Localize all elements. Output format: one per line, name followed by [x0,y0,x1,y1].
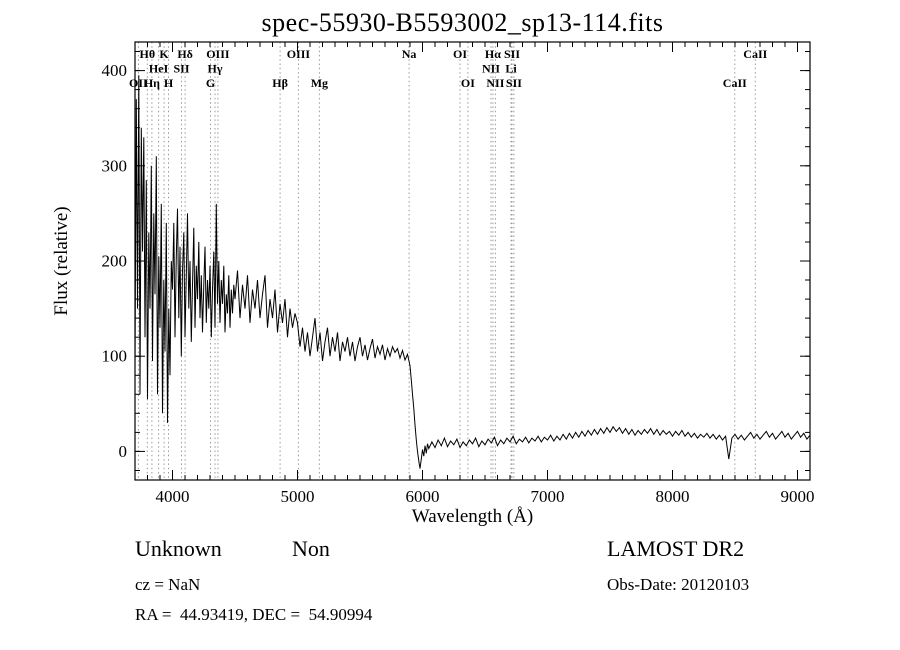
svg-text:Hβ: Hβ [272,76,288,90]
svg-text:9000: 9000 [781,487,815,506]
svg-text:4000: 4000 [156,487,190,506]
flux-curve [134,75,811,469]
classification-label: Unknown [135,536,222,561]
svg-text:6000: 6000 [406,487,440,506]
svg-text:G: G [206,76,215,90]
svg-text:SII: SII [506,76,522,90]
svg-text:CaII: CaII [743,47,767,61]
subclass-label: Non [292,536,330,561]
svg-text:5000: 5000 [281,487,315,506]
obs-date-label: Obs-Date: 20120103 [607,575,750,594]
svg-text:K: K [159,47,169,61]
svg-text:300: 300 [102,156,128,175]
svg-text:SII: SII [173,62,189,76]
svg-text:8000: 8000 [656,487,690,506]
svg-text:100: 100 [102,347,128,366]
svg-text:Na: Na [402,47,417,61]
cz-label: cz = NaN [135,575,201,594]
svg-text:200: 200 [102,252,128,271]
plot-frame [134,41,811,481]
svg-text:400: 400 [102,61,128,80]
svg-text:NII: NII [482,62,500,76]
svg-text:SII: SII [504,47,520,61]
svg-text:HeI: HeI [149,62,169,76]
svg-text:OIII: OIII [206,47,230,61]
tick-labels: 4000 5000 6000 7000 8000 9000 0 100 200 300 400 [102,61,815,506]
svg-text:Hα: Hα [485,47,501,61]
axis-ticks [134,42,811,480]
x-axis-label: Wavelength (Å) [411,506,534,527]
svg-text:CaII: CaII [723,76,747,90]
svg-text:7000: 7000 [531,487,565,506]
svg-text:OI: OI [453,47,467,61]
svg-text:OI: OI [461,76,475,90]
spectral-line-markers [137,42,756,480]
svg-text:Hδ: Hδ [177,47,193,61]
svg-text:OIII: OIII [287,47,311,61]
svg-text:Hθ: Hθ [139,47,155,61]
survey-label: LAMOST DR2 [607,536,745,561]
svg-text:Hγ: Hγ [208,62,223,76]
svg-text:NII: NII [486,76,504,90]
svg-text:0: 0 [119,442,128,461]
svg-text:Li: Li [505,62,517,76]
ra-dec-label: RA = 44.93419, DEC = 54.90994 [135,605,373,624]
svg-text:Hη: Hη [144,76,160,90]
svg-text:H: H [164,76,174,90]
y-axis-label: Flux (relative) [51,206,72,316]
svg-text:Mg: Mg [311,76,328,90]
plot-title: spec-55930-B5593002_sp13-114.fits [261,8,664,37]
